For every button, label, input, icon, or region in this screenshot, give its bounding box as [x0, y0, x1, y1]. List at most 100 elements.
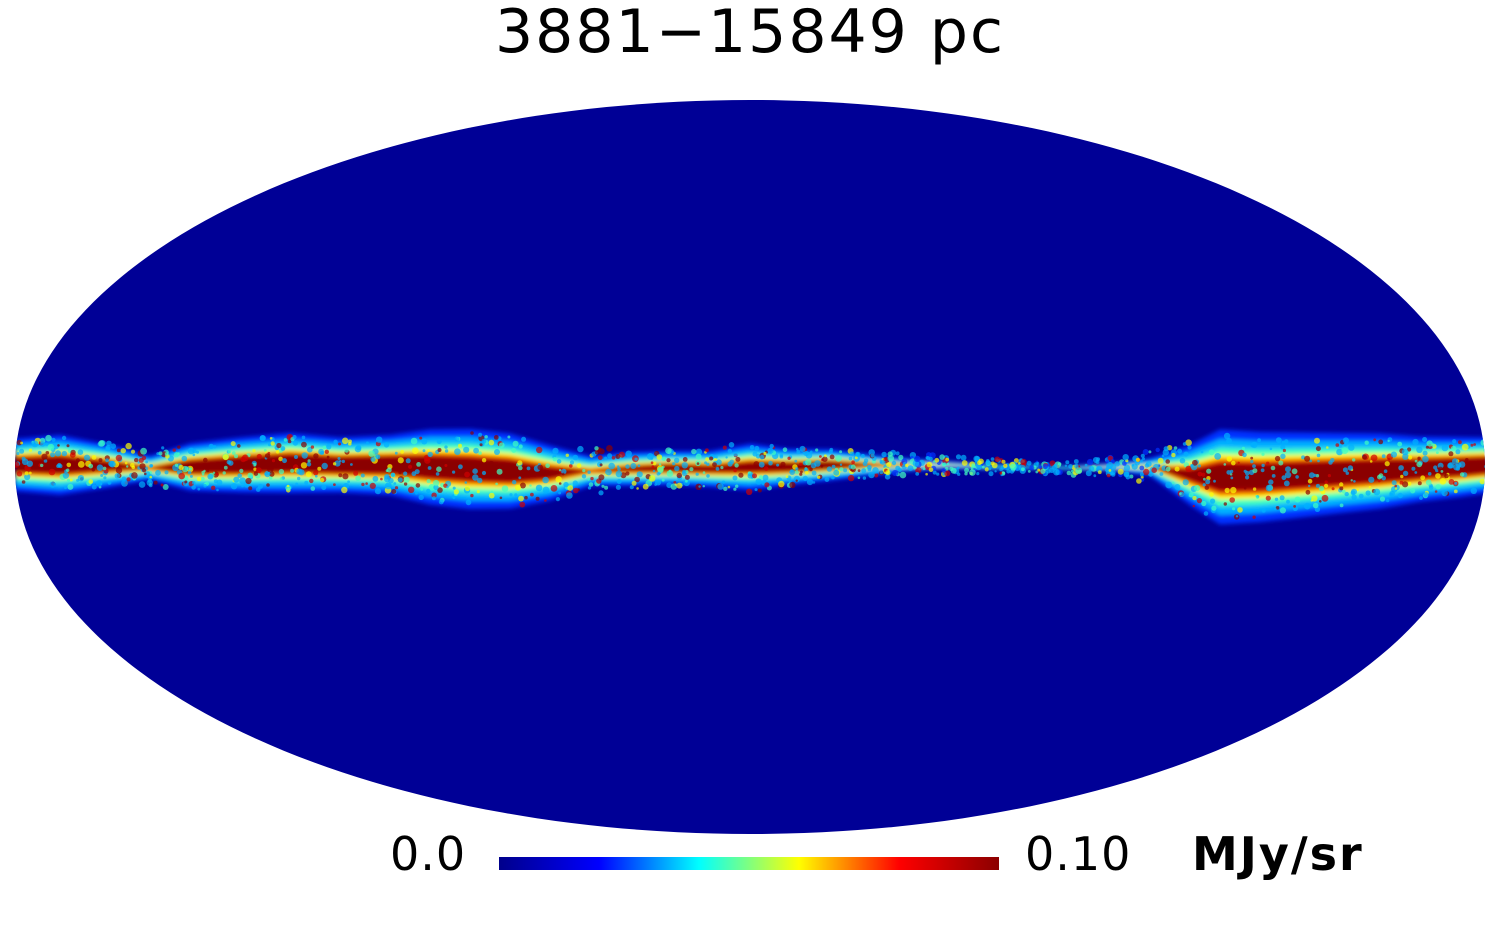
- emission-speckle: [458, 464, 463, 470]
- galactic-plane-speckle: [15, 431, 1485, 520]
- emission-speckle: [444, 464, 448, 467]
- emission-speckle: [915, 467, 922, 474]
- emission-speckle: [990, 461, 995, 466]
- emission-speckle: [757, 488, 762, 493]
- emission-speckle: [91, 468, 96, 472]
- emission-speckle: [158, 451, 163, 456]
- emission-speckle: [814, 460, 821, 467]
- emission-speckle: [313, 453, 319, 459]
- emission-speckle: [470, 493, 474, 498]
- emission-speckle: [1217, 502, 1221, 506]
- emission-speckle: [1161, 454, 1165, 458]
- emission-speckle: [555, 476, 562, 483]
- emission-speckle: [702, 471, 706, 474]
- emission-speckle: [1232, 507, 1236, 511]
- emission-speckle: [1435, 468, 1439, 473]
- emission-speckle: [518, 476, 522, 480]
- emission-speckle: [245, 477, 252, 485]
- emission-speckle: [105, 458, 109, 463]
- emission-speckle: [294, 455, 298, 459]
- emission-speckle: [192, 481, 196, 485]
- emission-speckle: [1358, 493, 1364, 499]
- emission-speckle: [637, 464, 641, 468]
- emission-speckle: [286, 484, 290, 488]
- emission-speckle: [606, 445, 613, 452]
- emission-speckle: [411, 471, 417, 477]
- emission-speckle: [120, 448, 127, 454]
- emission-speckle: [509, 493, 513, 497]
- emission-speckle: [50, 452, 56, 458]
- emission-speckle: [587, 478, 590, 481]
- emission-speckle: [115, 454, 123, 462]
- emission-speckle: [1261, 463, 1265, 468]
- emission-speckle: [383, 442, 390, 448]
- emission-speckle: [1265, 495, 1271, 501]
- emission-speckle: [481, 470, 487, 476]
- emission-speckle: [537, 464, 543, 471]
- emission-speckle: [464, 471, 470, 478]
- emission-speckle: [212, 471, 216, 474]
- emission-speckle: [1295, 475, 1299, 479]
- emission-speckle: [384, 482, 392, 490]
- emission-speckle: [706, 462, 710, 466]
- emission-speckle: [722, 445, 727, 450]
- emission-speckle: [1129, 474, 1134, 479]
- emission-speckle: [946, 462, 950, 466]
- emission-speckle: [28, 471, 32, 475]
- emission-speckle: [558, 482, 562, 485]
- emission-speckle: [511, 447, 517, 453]
- emission-speckle: [762, 474, 769, 481]
- emission-speckle: [192, 453, 196, 457]
- emission-speckle: [1427, 472, 1432, 476]
- emission-speckle: [178, 472, 185, 480]
- emission-speckle: [1192, 459, 1198, 466]
- emission-speckle: [634, 476, 640, 483]
- emission-speckle: [350, 463, 353, 466]
- emission-speckle: [544, 499, 547, 502]
- emission-speckle: [778, 480, 785, 488]
- emission-speckle: [746, 488, 753, 495]
- emission-speckle: [234, 454, 238, 459]
- emission-speckle: [1281, 440, 1285, 444]
- emission-speckle: [292, 435, 297, 440]
- emission-speckle: [1064, 464, 1068, 467]
- emission-speckle: [754, 488, 758, 492]
- emission-speckle: [1200, 450, 1204, 454]
- emission-speckle: [1401, 448, 1409, 456]
- emission-speckle: [297, 476, 301, 481]
- emission-speckle: [514, 493, 518, 497]
- emission-speckle: [40, 463, 44, 468]
- emission-speckle: [1071, 469, 1074, 473]
- emission-speckle: [969, 469, 976, 476]
- emission-speckle: [666, 470, 674, 477]
- emission-speckle: [796, 449, 801, 454]
- emission-speckle: [69, 452, 76, 458]
- emission-speckle: [418, 494, 424, 501]
- emission-speckle: [433, 484, 439, 491]
- emission-speckle: [754, 445, 760, 451]
- emission-speckle: [146, 479, 153, 486]
- emission-speckle: [598, 448, 605, 455]
- emission-speckle: [121, 479, 128, 487]
- emission-speckle: [408, 486, 415, 493]
- emission-speckle: [110, 443, 117, 450]
- emission-speckle: [1353, 480, 1356, 483]
- emission-speckle: [524, 495, 528, 500]
- emission-speckle: [1155, 447, 1160, 453]
- band-layer-peak: [15, 454, 1485, 490]
- emission-speckle: [824, 454, 827, 458]
- emission-speckle: [1447, 462, 1455, 469]
- emission-speckle: [315, 474, 318, 478]
- emission-speckle: [1339, 486, 1344, 491]
- emission-speckle: [705, 457, 709, 461]
- emission-speckle: [1252, 464, 1256, 468]
- emission-speckle: [453, 489, 459, 495]
- emission-speckle: [1035, 470, 1039, 474]
- emission-speckle: [338, 473, 343, 478]
- emission-speckle: [488, 460, 494, 466]
- emission-speckle: [105, 444, 111, 451]
- emission-speckle: [215, 472, 219, 476]
- emission-speckle: [75, 458, 80, 463]
- emission-speckle: [446, 485, 449, 489]
- emission-speckle: [1301, 455, 1306, 460]
